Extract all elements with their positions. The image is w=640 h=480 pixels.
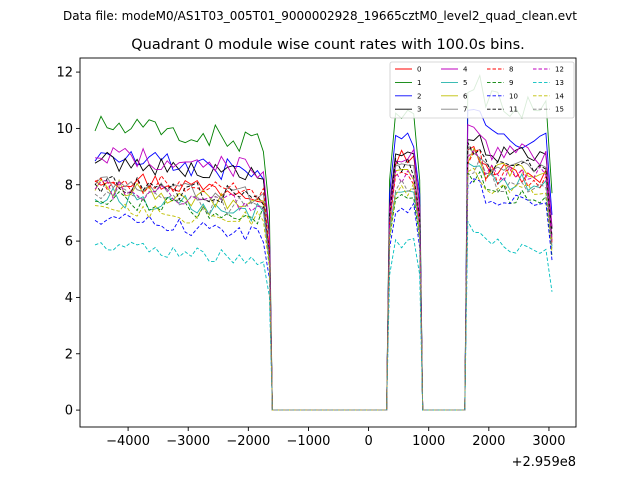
y-tick-label: 12	[56, 66, 73, 81]
y-tick-label: 4	[65, 291, 73, 306]
legend-label: 5	[463, 79, 467, 87]
axes-frame	[79, 57, 577, 428]
series-line-14	[94, 167, 553, 411]
legend-label: 4	[463, 66, 468, 74]
y-tick-label: 0	[65, 404, 73, 419]
x-tick-label: −3000	[166, 434, 210, 449]
series-line-0	[94, 145, 553, 411]
y-axis: 0 2 4 6 8 10 12	[56, 66, 80, 419]
x-tick-label: 3000	[532, 434, 565, 449]
legend-label: 3	[417, 106, 421, 114]
y-tick-label: 10	[56, 122, 73, 137]
legend-label: 1	[417, 79, 421, 87]
chart-suptitle: Data file: modeM0/AS1T03_005T01_90000029…	[63, 9, 577, 23]
legend-label: 10	[509, 92, 518, 100]
x-offset-text: +2.959e8	[512, 455, 576, 470]
legend-label: 13	[555, 79, 564, 87]
series-line-4	[94, 124, 553, 411]
x-tick-label: 0	[364, 434, 372, 449]
legend-box	[389, 61, 575, 119]
x-tick-label: 2000	[472, 434, 505, 449]
y-tick-label: 2	[65, 347, 73, 362]
series-line-8	[94, 148, 553, 411]
chart-title: Quadrant 0 module wise count rates with …	[131, 37, 525, 53]
legend-label: 6	[463, 92, 468, 100]
x-tick-label: −2000	[226, 434, 270, 449]
legend-label: 15	[555, 106, 564, 114]
series-line-7	[94, 145, 553, 411]
legend-label: 12	[555, 66, 564, 74]
x-tick-label: −4000	[106, 434, 150, 449]
plot-area	[79, 57, 577, 428]
series-line-11	[94, 142, 553, 411]
series-line-2	[94, 109, 553, 411]
series-line-12	[94, 150, 553, 411]
series-line-13	[94, 219, 553, 411]
series-line-9	[94, 170, 553, 411]
legend-label: 7	[463, 106, 467, 114]
x-tick-label: 1000	[412, 434, 445, 449]
y-tick-label: 8	[65, 178, 73, 193]
legend-label: 2	[417, 92, 421, 100]
legend-label: 14	[555, 92, 564, 100]
legend-label: 9	[509, 79, 513, 87]
series-line-15	[94, 157, 553, 411]
legend-label: 8	[509, 66, 513, 74]
x-tick-label: −1000	[286, 434, 330, 449]
x-axis: −4000 −3000 −2000 −1000 0 1000 2000 3000	[106, 427, 565, 449]
series-lines	[94, 73, 553, 411]
legend-label: 11	[509, 106, 518, 114]
legend-label: 0	[417, 66, 421, 74]
y-tick-label: 6	[65, 235, 73, 250]
